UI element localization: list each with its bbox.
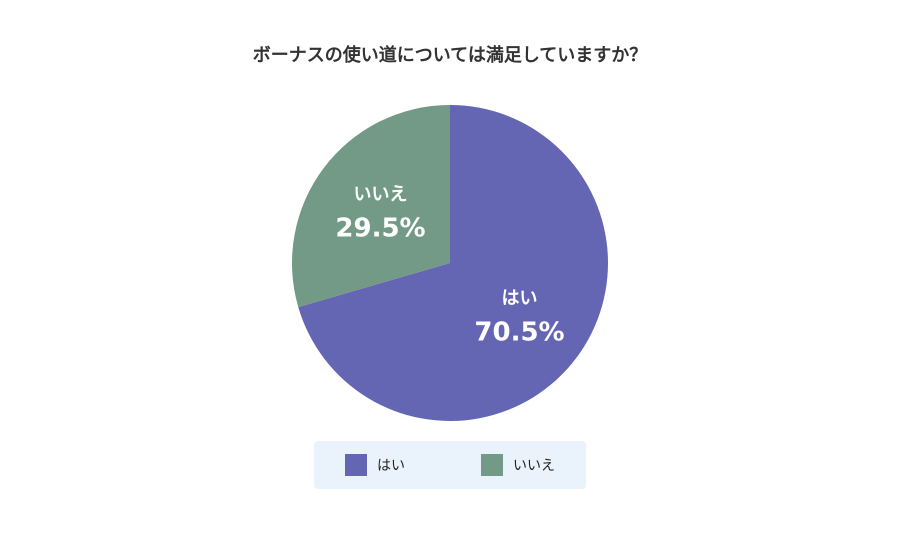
legend-swatch [345, 454, 367, 476]
pie-slice [291, 105, 450, 308]
slice-name: はい [501, 288, 537, 309]
slice-value: 29.5% [335, 213, 425, 243]
legend-swatch [481, 454, 503, 476]
legend-label: はい [377, 458, 405, 474]
slice-value: 70.5% [474, 318, 564, 348]
legend-label: いいえ [513, 458, 555, 474]
chart-title: ボーナスの使い道については満足していますか？ [253, 44, 648, 66]
pie-slice [298, 105, 608, 421]
legend-box [314, 441, 586, 489]
slice-name: いいえ [354, 184, 408, 205]
